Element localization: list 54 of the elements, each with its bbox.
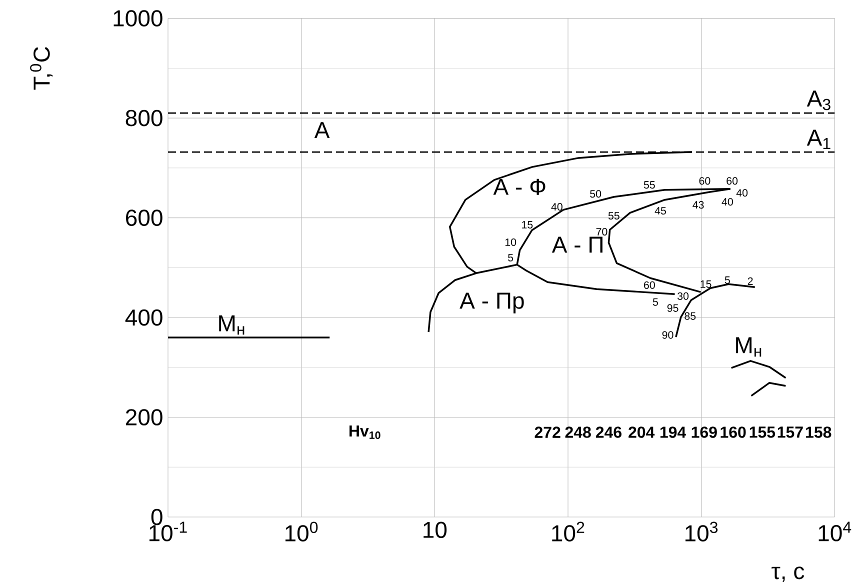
annotation: A	[314, 122, 330, 138]
annotation: А - П	[552, 236, 602, 253]
annotation: 90	[662, 331, 674, 339]
annotation: 40	[722, 198, 733, 206]
annotation: 5	[652, 298, 658, 306]
annotation: 158	[806, 426, 832, 438]
y-tick-label: 800	[126, 110, 162, 126]
annotation: 248	[565, 426, 591, 438]
annotation: А - Ф	[493, 178, 546, 195]
x-tick-label: 10	[424, 522, 447, 538]
x-tick-label: 10$^{2}$	[552, 522, 584, 542]
annotation: 160	[720, 426, 746, 438]
annotation: 60	[726, 177, 738, 185]
annotation: А - Пр	[460, 292, 524, 314]
annotation: 55	[644, 181, 655, 189]
annotation: 194	[660, 426, 686, 438]
y-tick-label: 400	[125, 309, 162, 326]
annotation: 246	[596, 426, 622, 438]
annotation: 40	[736, 189, 748, 197]
x-tick-label: 10$^{4}$	[818, 522, 852, 542]
y-tick-label: 200	[126, 409, 162, 426]
ref-line-label: A$_{3}$	[806, 90, 830, 110]
annotation: 60	[644, 281, 655, 289]
annotation: 10	[505, 238, 516, 246]
annotation: 85	[684, 312, 696, 320]
x-tick-label: 10$^{0}$	[285, 522, 318, 542]
annotation: 204	[628, 426, 655, 438]
annotation: 55	[608, 212, 620, 220]
annotation: 60	[699, 177, 710, 185]
annotation: 30	[677, 292, 689, 300]
y-axis-title: T,$^{0}$C	[30, 47, 53, 90]
annotation: 50	[590, 190, 602, 198]
annotation: 157	[778, 426, 803, 438]
annotation: 95	[667, 304, 678, 312]
annotation: 155	[750, 426, 776, 438]
annotation: М$_{н}$	[736, 337, 762, 357]
annotation: М$_{н}$	[219, 315, 244, 335]
annotation: 5	[508, 254, 514, 262]
annotation: 40	[551, 203, 562, 211]
annotation: 272	[534, 426, 560, 438]
x-tick-label: 10$^{3}$	[685, 522, 718, 542]
annotation: 2	[748, 277, 753, 285]
ref-line-label: A$_{1}$	[806, 130, 830, 150]
annotation: 169	[692, 426, 717, 438]
annotation: 43	[692, 201, 704, 209]
annotation: Hv$_{10}$	[350, 425, 380, 439]
y-tick-label: 600	[126, 210, 162, 226]
annotation: 5	[724, 276, 730, 284]
y-tick-label: 1000	[114, 10, 162, 26]
x-axis-title: τ, с	[772, 566, 804, 582]
annotation: 45	[654, 207, 666, 215]
annotation: 15	[522, 221, 533, 228]
annotation: 70	[596, 228, 608, 236]
annotation: 15	[700, 280, 712, 288]
